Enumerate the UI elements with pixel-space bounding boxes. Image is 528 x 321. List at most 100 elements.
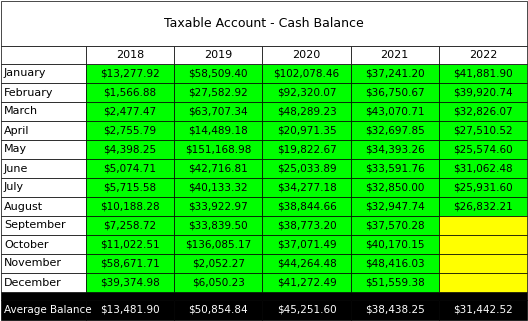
Text: $39,374.98: $39,374.98 [100,277,160,288]
Bar [1,178,86,197]
Text: $20,971.35: $20,971.35 [277,126,336,135]
Bar [262,46,351,64]
Bar [174,102,262,121]
Text: $33,591.76: $33,591.76 [365,163,425,173]
Text: $5,074.71: $5,074.71 [103,163,157,173]
Bar [1,46,86,64]
Text: $63,707.34: $63,707.34 [188,107,248,117]
Text: $11,022.51: $11,022.51 [100,239,160,249]
Text: $43,070.71: $43,070.71 [365,107,425,117]
Bar [86,102,174,121]
Text: $31,442.52: $31,442.52 [453,305,513,315]
Bar [439,235,527,254]
Text: $40,133.32: $40,133.32 [188,183,248,193]
Text: September: September [4,221,65,230]
Text: $32,850.00: $32,850.00 [365,183,425,193]
Bar [262,197,351,216]
Bar [1,273,86,292]
Bar [1,140,86,159]
Bar [351,140,439,159]
Text: $32,826.07: $32,826.07 [453,107,513,117]
Text: $10,188.28: $10,188.28 [100,202,160,212]
Text: $1,566.88: $1,566.88 [103,88,157,98]
Text: January: January [4,68,46,79]
Text: $136,085.17: $136,085.17 [185,239,251,249]
Text: $25,931.60: $25,931.60 [453,183,513,193]
Bar [439,254,527,273]
Text: $48,416.03: $48,416.03 [365,258,425,268]
Text: $41,881.90: $41,881.90 [453,68,513,79]
Bar [86,300,174,320]
Bar [86,273,174,292]
Text: $151,168.98: $151,168.98 [185,144,251,154]
Text: $102,078.46: $102,078.46 [274,68,340,79]
Bar [86,140,174,159]
Bar [439,300,527,320]
Text: $34,277.18: $34,277.18 [277,183,336,193]
Bar [351,216,439,235]
Bar [439,64,527,83]
Text: $7,258.72: $7,258.72 [103,221,157,230]
Bar [439,216,527,235]
Bar [262,140,351,159]
Bar [174,178,262,197]
Bar [174,159,262,178]
Bar [262,254,351,273]
Text: $44,264.48: $44,264.48 [277,258,336,268]
Bar [1,1,527,46]
Bar [86,197,174,216]
Bar [262,216,351,235]
Bar [86,235,174,254]
Text: October: October [4,239,49,249]
Text: $92,320.07: $92,320.07 [277,88,336,98]
Text: 2019: 2019 [204,50,232,60]
Text: $42,716.81: $42,716.81 [188,163,248,173]
Text: Average Balance: Average Balance [4,305,92,315]
Bar [1,197,86,216]
Bar [351,46,439,64]
Bar [351,178,439,197]
Text: $58,671.71: $58,671.71 [100,258,160,268]
Text: $13,277.92: $13,277.92 [100,68,160,79]
Text: $51,559.38: $51,559.38 [365,277,425,288]
Text: $36,750.67: $36,750.67 [365,88,425,98]
Text: April: April [4,126,30,135]
Bar [1,292,527,300]
Bar [439,121,527,140]
Text: $31,062.48: $31,062.48 [453,163,513,173]
Text: $33,839.50: $33,839.50 [188,221,248,230]
Bar [1,64,86,83]
Text: $32,947.74: $32,947.74 [365,202,425,212]
Bar [439,102,527,121]
Bar [86,64,174,83]
Bar [1,300,86,320]
Bar [1,83,86,102]
Text: August: August [4,202,43,212]
Text: $26,832.21: $26,832.21 [453,202,513,212]
Bar [262,121,351,140]
Text: $33,922.97: $33,922.97 [188,202,248,212]
Bar [351,235,439,254]
Bar [86,83,174,102]
Bar [1,254,86,273]
Text: $5,715.58: $5,715.58 [103,183,157,193]
Bar [351,197,439,216]
Bar [439,197,527,216]
Bar [351,273,439,292]
Bar [351,64,439,83]
Bar [262,273,351,292]
Bar [351,300,439,320]
Text: 2022: 2022 [469,50,497,60]
Text: 2020: 2020 [293,50,320,60]
Bar [262,300,351,320]
Bar [351,83,439,102]
Text: $39,920.74: $39,920.74 [453,88,513,98]
Text: $25,033.89: $25,033.89 [277,163,336,173]
Bar [439,178,527,197]
Bar [1,235,86,254]
Bar [439,273,527,292]
Bar [351,254,439,273]
Bar [86,216,174,235]
Bar [86,159,174,178]
Bar [262,83,351,102]
